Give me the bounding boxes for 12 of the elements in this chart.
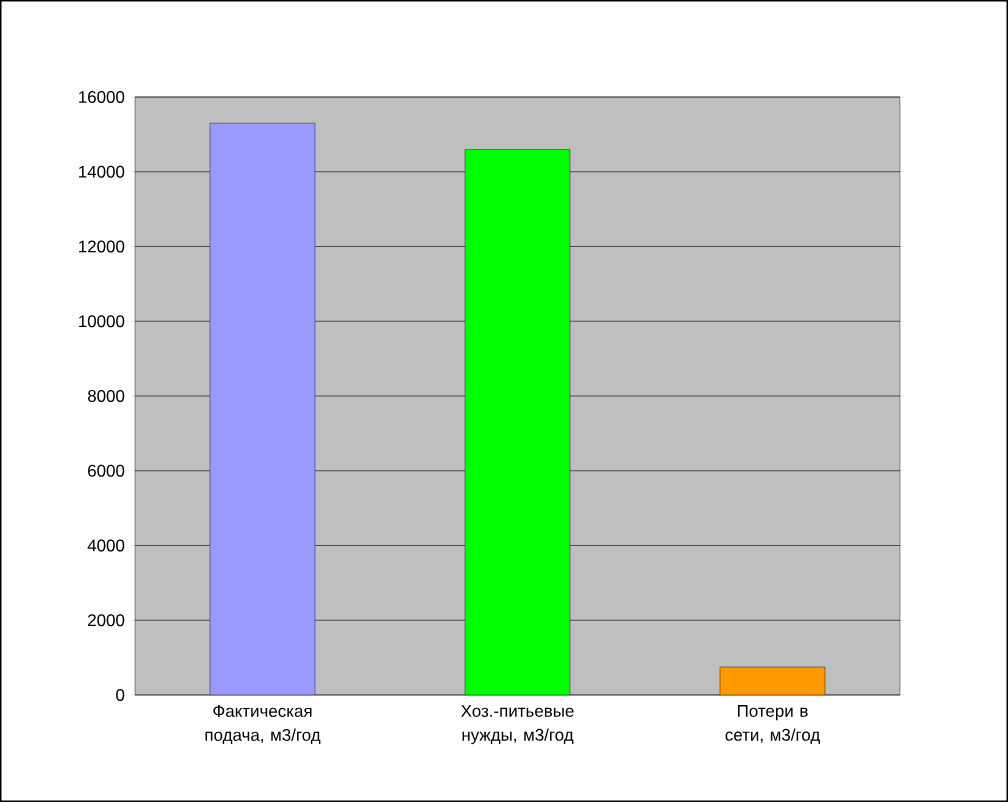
x-tick-label: Потери в сети, м3/год xyxy=(725,705,820,745)
y-tick-label: 14000 xyxy=(79,165,125,178)
y-tick-label: 8000 xyxy=(87,390,125,402)
y-tick-label: 10000 xyxy=(79,315,125,328)
y-tick-label: 4000 xyxy=(87,539,125,552)
y-tick-label: 16000 xyxy=(79,90,125,103)
y-tick-label: 2000 xyxy=(88,614,125,627)
x-tick-label: Хоз.-питьевые нужды, м3/год xyxy=(461,705,574,745)
x-tick-label: Фактическая подача, м3/год xyxy=(205,705,321,745)
y-tick-label: 0 xyxy=(116,689,125,701)
y-tick-label: 12000 xyxy=(79,240,125,253)
y-tick-label: 6000 xyxy=(88,464,125,477)
